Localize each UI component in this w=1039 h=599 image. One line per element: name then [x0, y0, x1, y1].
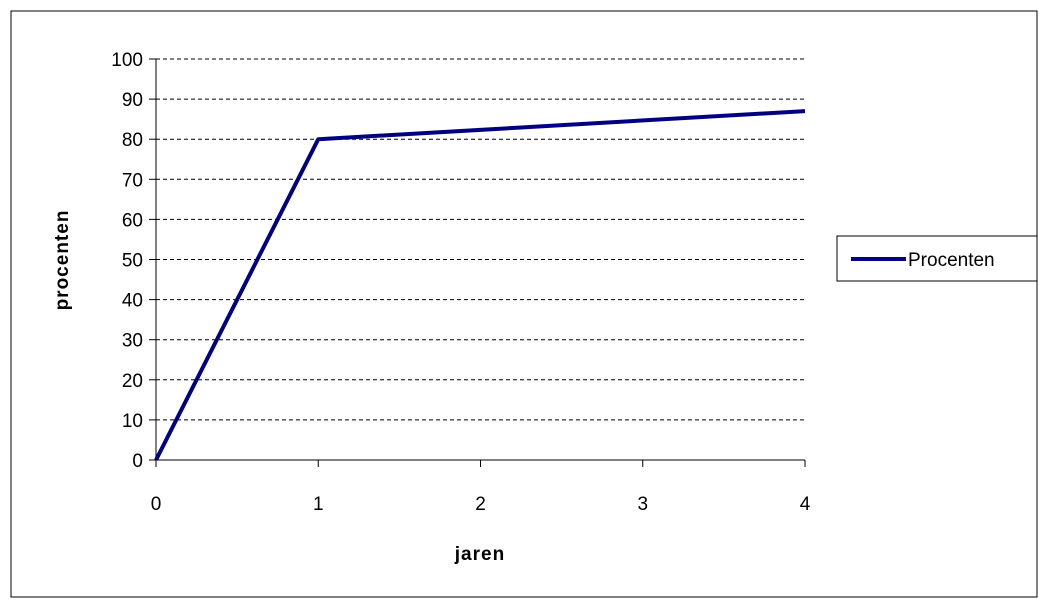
x-tick-label: 3 — [637, 494, 648, 515]
x-tick-label: 0 — [151, 494, 162, 515]
series-lines — [154, 109, 806, 461]
x-tick-labels: 0 1 2 3 4 — [151, 494, 811, 515]
y-tick-label: 90 — [122, 90, 143, 111]
y-tick-label: 80 — [122, 130, 143, 151]
y-tick-label: 30 — [122, 331, 143, 352]
y-tick-label: 60 — [122, 210, 143, 231]
gridlines — [156, 58, 805, 421]
y-tick-label: 50 — [122, 251, 143, 272]
y-tick-labels: 0 10 20 30 40 50 60 70 80 90 100 — [111, 50, 143, 472]
x-tick-label: 4 — [800, 494, 811, 515]
x-axis-title: jaren — [454, 544, 505, 565]
y-axis-title: procenten — [52, 210, 73, 311]
y-tick-label: 0 — [132, 451, 143, 472]
x-tick-label: 1 — [313, 494, 324, 515]
y-tick-label: 40 — [122, 291, 143, 312]
chart-border — [10, 10, 1038, 598]
x-tick-label: 2 — [475, 494, 486, 515]
y-tick-label: 20 — [122, 371, 143, 392]
legend: Procenten — [836, 235, 1038, 282]
legend-label-procenten: Procenten — [908, 250, 995, 271]
y-tick-label: 70 — [122, 170, 143, 191]
axes — [149, 58, 806, 467]
y-tick-label: 100 — [111, 50, 143, 71]
y-tick-label: 10 — [122, 411, 143, 432]
series-line-procenten — [154, 109, 806, 461]
